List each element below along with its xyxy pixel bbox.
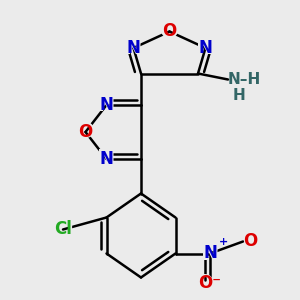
Text: N: N <box>196 38 215 58</box>
Text: N: N <box>97 95 116 115</box>
Text: O: O <box>162 22 177 40</box>
Text: N: N <box>97 149 116 169</box>
Text: O⁻: O⁻ <box>199 274 221 292</box>
Text: N–H: N–H <box>228 72 261 87</box>
Text: O: O <box>76 122 95 142</box>
Text: N: N <box>100 150 113 168</box>
Text: H: H <box>232 86 249 106</box>
Text: N: N <box>203 244 217 262</box>
Text: Cl: Cl <box>51 220 75 239</box>
Text: H: H <box>232 88 245 104</box>
Text: N: N <box>201 244 219 263</box>
Text: N: N <box>124 38 143 58</box>
Text: N: N <box>100 96 113 114</box>
Text: +: + <box>219 237 228 247</box>
Text: O: O <box>243 232 257 250</box>
Text: O: O <box>78 123 93 141</box>
Text: N–H: N–H <box>228 70 270 89</box>
Text: O: O <box>243 232 262 251</box>
Text: N: N <box>199 39 212 57</box>
Text: Cl: Cl <box>54 220 72 238</box>
Text: O: O <box>160 22 179 41</box>
Text: N: N <box>127 39 140 57</box>
Text: O⁻: O⁻ <box>195 274 225 293</box>
